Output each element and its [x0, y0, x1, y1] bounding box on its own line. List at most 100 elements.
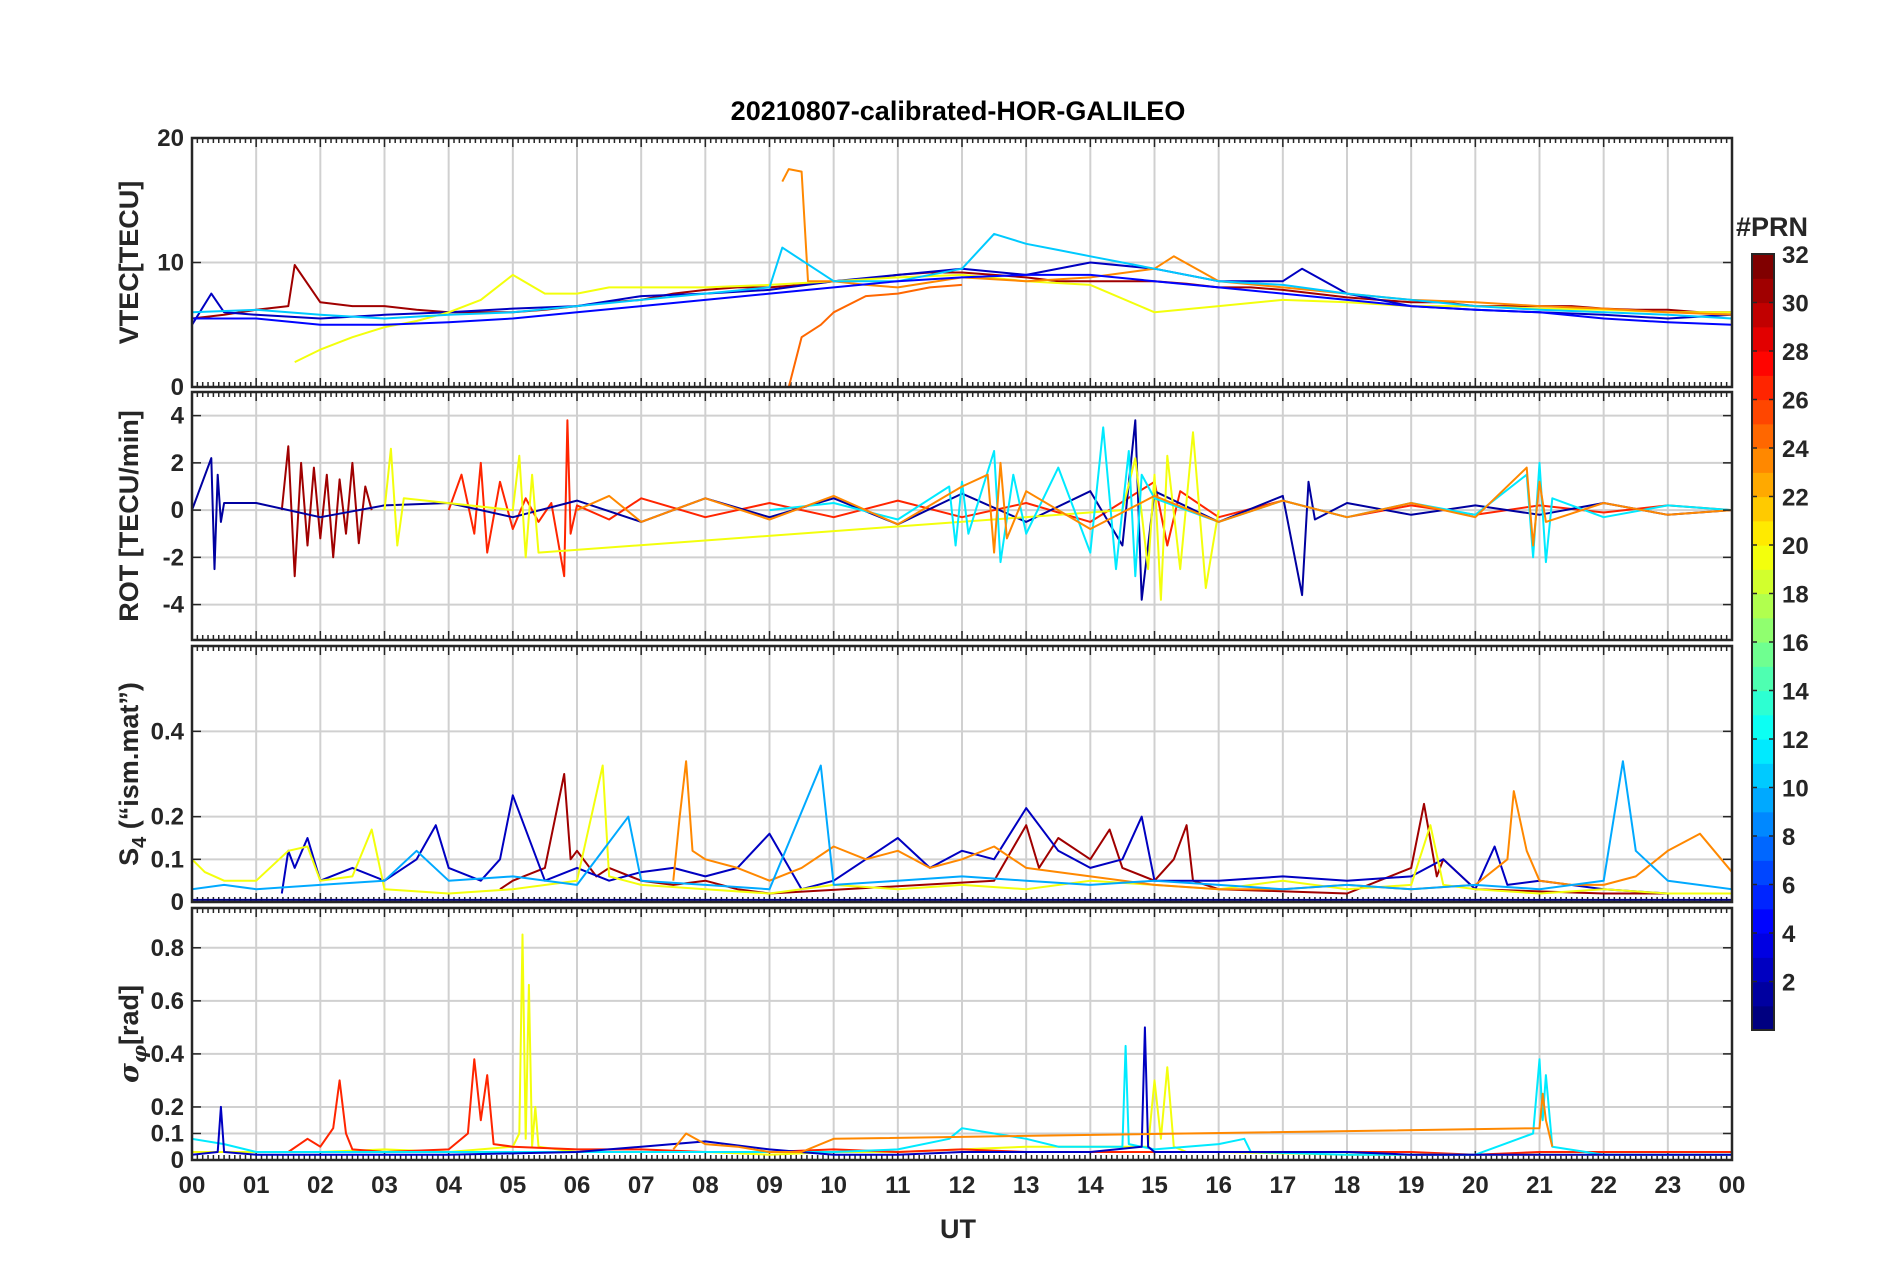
series-line-prn-10 [192, 760, 1732, 891]
colorbar-label: #PRN [1736, 212, 1808, 242]
x-tick-label: 02 [307, 1172, 334, 1199]
colorbar-tick-label: 32 [1782, 242, 1809, 269]
y-tick-label: 0.4 [151, 718, 185, 745]
series-line-prn-31 [280, 445, 373, 578]
colorbar-tick-label: 26 [1782, 388, 1809, 415]
y-tick-label: 0.2 [151, 804, 184, 831]
colorbar-tick-label: 16 [1782, 630, 1809, 657]
colorbar-segment [1752, 617, 1774, 643]
x-tick-label: 08 [692, 1172, 719, 1199]
colorbar-tick-label: 30 [1782, 291, 1809, 318]
colorbar-segment [1752, 254, 1774, 279]
x-tick-label: 21 [1526, 1172, 1553, 1199]
y-tick-label: 0 [171, 374, 184, 401]
y-tick-label: 0.1 [151, 846, 184, 873]
colorbar-segment [1752, 448, 1774, 473]
colorbar-segment [1752, 351, 1774, 376]
colorbar-segment [1752, 690, 1774, 716]
x-tick-label: 06 [564, 1172, 591, 1199]
x-tick-label: 23 [1654, 1172, 1681, 1199]
colorbar-segment [1752, 836, 1774, 861]
panel-4: 00.10.2 0.4 0.6 0.8σφ[rad] [114, 906, 1734, 1174]
x-axis: 00 01 02 03 04 05 06 07 08 09 10 11 12 13 14 15 16 17 18 19… [179, 1172, 1746, 1199]
series-line-prn-12 [769, 426, 1732, 578]
colorbar-segment [1752, 642, 1774, 667]
colorbar-segment [1752, 593, 1774, 619]
colorbar-segment [1752, 1005, 1774, 1031]
series-group [192, 419, 1732, 601]
series-line-prn-2 [192, 419, 1732, 601]
x-tick-label: 12 [949, 1172, 976, 1199]
colorbar-segment [1752, 981, 1774, 1007]
panel-2: -4 -2 0 2 4 ROT [TECU/min] [114, 390, 1734, 642]
colorbar-segment [1752, 763, 1774, 789]
colorbar-segment [1752, 957, 1774, 983]
colorbar-tick-label: 2 [1782, 970, 1795, 997]
colorbar-segment [1752, 811, 1774, 837]
x-tick-label: 05 [499, 1172, 526, 1199]
colorbar-segment [1752, 520, 1774, 546]
colorbar-segment [1752, 423, 1774, 449]
x-tick-label: 01 [243, 1172, 270, 1199]
colorbar-segment [1752, 933, 1774, 958]
panel-1: 0 10 20 VTEC[TECU] [114, 125, 1734, 401]
colorbar-tick-label: 14 [1782, 679, 1809, 706]
y-axis-label: S4 (“ism.mat”) [114, 682, 151, 866]
colorbar-tick-label: 20 [1782, 533, 1809, 560]
series-line-prn-31 [499, 773, 1732, 895]
y-tick-label: 2 [171, 450, 184, 477]
x-tick-label: 16 [1205, 1172, 1232, 1199]
x-tick-label: 14 [1077, 1172, 1104, 1199]
x-tick-label: 18 [1334, 1172, 1361, 1199]
colorbar-segment [1752, 569, 1774, 595]
x-axis-label: UT [940, 1214, 976, 1244]
series-line-prn-20 [192, 933, 1732, 1156]
panel-3: 0 0.1 0.2 0.4S4 (“ism.mat”) [114, 644, 1734, 916]
panel-frame [190, 906, 1734, 1162]
series-group [192, 760, 1732, 901]
colorbar-segment [1752, 472, 1774, 498]
x-tick-label: 10 [820, 1172, 847, 1199]
series-line-prn-24 [672, 1092, 1554, 1153]
colorbar-tick-label: 8 [1782, 824, 1795, 851]
series-line-prn-3 [192, 1026, 1732, 1156]
colorbar-segment [1752, 739, 1774, 764]
y-tick-label: 10 [157, 250, 184, 277]
y-tick-label: 0.6 [151, 988, 184, 1015]
series-line-prn-27 [287, 1058, 1732, 1156]
x-tick-label: 00 [1719, 1172, 1746, 1199]
colorbar-segment [1752, 908, 1774, 934]
y-axis-label: VTEC[TECU] [114, 181, 144, 345]
x-tick-label: 11 [885, 1172, 910, 1199]
series-group [192, 168, 1732, 387]
colorbar-tick-label: 24 [1782, 436, 1809, 463]
series-line-prn-24 [576, 461, 1732, 554]
series-line-prn-3 [280, 794, 1732, 895]
colorbar-tick-label: 10 [1782, 776, 1809, 803]
colorbar-tick-label: 4 [1782, 921, 1796, 948]
series-line-prn-5 [192, 273, 1732, 326]
series-line-prn-11 [192, 232, 1732, 320]
colorbar-segment [1752, 326, 1774, 352]
colorbar-segment [1752, 666, 1774, 692]
series-line-prn-12 [192, 1044, 1732, 1156]
figure-title: 20210807-calibrated-HOR-GALILEO [731, 96, 1186, 126]
panel-frame [190, 136, 1734, 389]
x-tick-label: 13 [1013, 1172, 1040, 1199]
colorbar-segment [1752, 302, 1774, 328]
x-tick-label: 03 [371, 1172, 398, 1199]
y-tick-label: 0.1 [151, 1120, 184, 1147]
y-axis-label: ROT [TECU/min] [114, 410, 144, 621]
colorbar-segment [1752, 545, 1774, 570]
x-tick-label: 04 [435, 1172, 462, 1199]
y-tick-label: 20 [157, 125, 184, 152]
y-tick-label: 0 [171, 497, 184, 524]
x-tick-label: 20 [1462, 1172, 1489, 1199]
x-tick-label: 17 [1269, 1172, 1296, 1199]
panel-frame [190, 644, 1734, 904]
colorbar-segment [1752, 375, 1774, 401]
y-tick-label: 0 [171, 889, 184, 916]
